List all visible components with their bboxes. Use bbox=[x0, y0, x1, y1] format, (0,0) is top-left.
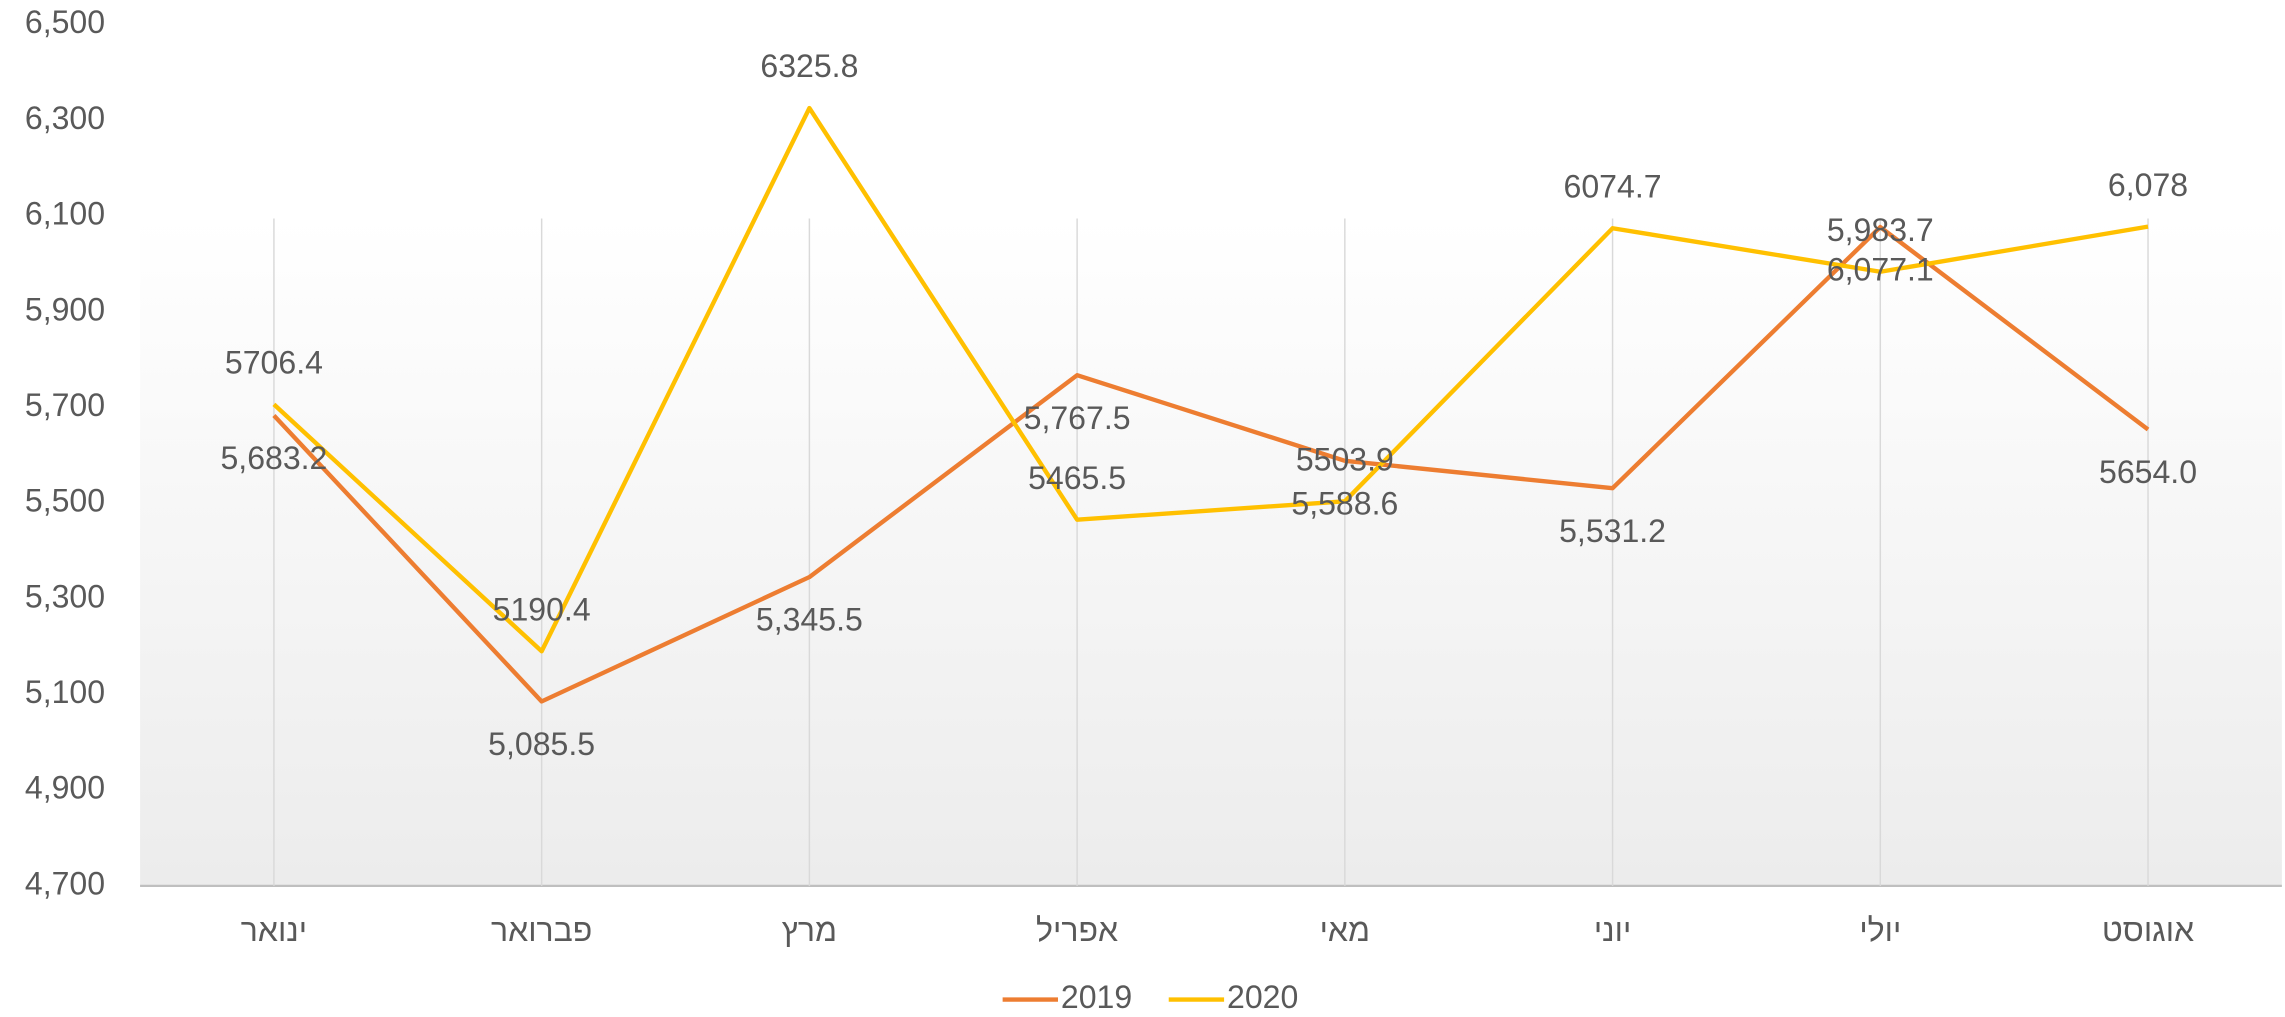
data-label: 6,078 bbox=[2108, 167, 2188, 203]
data-label: 5706.4 bbox=[225, 345, 323, 381]
y-tick-label: 5,900 bbox=[25, 291, 105, 327]
data-label: 6325.8 bbox=[760, 48, 858, 84]
data-label: 5465.5 bbox=[1028, 460, 1126, 496]
data-label: 5,983.7 bbox=[1827, 212, 1934, 248]
data-label: 5,588.6 bbox=[1291, 485, 1398, 521]
legend-label: 2020 bbox=[1227, 979, 1298, 1015]
x-tick-label: מרץ bbox=[782, 912, 837, 948]
data-label: 5190.4 bbox=[493, 591, 591, 627]
y-tick-label: 4,900 bbox=[25, 770, 105, 806]
y-tick-label: 5,100 bbox=[25, 674, 105, 710]
data-label: 5,683.2 bbox=[220, 440, 327, 476]
x-tick-label: אוגוסט bbox=[2102, 912, 2194, 948]
y-tick-label: 5,700 bbox=[25, 387, 105, 423]
series-line bbox=[272, 224, 2150, 704]
y-tick-label: 6,100 bbox=[25, 196, 105, 232]
x-tick-label: פברואר bbox=[491, 912, 592, 948]
x-tick-label: ינואר bbox=[241, 912, 307, 948]
x-tick-label: אפריל bbox=[1036, 912, 1118, 948]
y-tick-label: 4,700 bbox=[25, 865, 105, 901]
data-label: 5503.9 bbox=[1296, 441, 1394, 477]
data-label: 5,345.5 bbox=[756, 602, 863, 638]
data-label: 6074.7 bbox=[1564, 168, 1662, 204]
y-tick-label: 5,300 bbox=[25, 578, 105, 614]
data-label: 5,531.2 bbox=[1559, 513, 1666, 549]
x-tick-label: יוני bbox=[1594, 912, 1631, 948]
y-tick-label: 5,500 bbox=[25, 483, 105, 519]
series-line bbox=[272, 105, 2149, 654]
plot-background bbox=[140, 218, 2282, 886]
y-tick-label: 6,500 bbox=[25, 4, 105, 40]
data-label: 5,767.5 bbox=[1024, 400, 1131, 436]
x-tick-label: מאי bbox=[1320, 912, 1370, 948]
x-tick-label: יולי bbox=[1859, 912, 1901, 948]
data-label: 6,077.1 bbox=[1827, 252, 1934, 288]
legend-label: 2019 bbox=[1061, 979, 1132, 1015]
data-label: 5654.0 bbox=[2099, 454, 2197, 490]
y-tick-label: 6,300 bbox=[25, 100, 105, 136]
data-label: 5,085.5 bbox=[488, 726, 595, 762]
